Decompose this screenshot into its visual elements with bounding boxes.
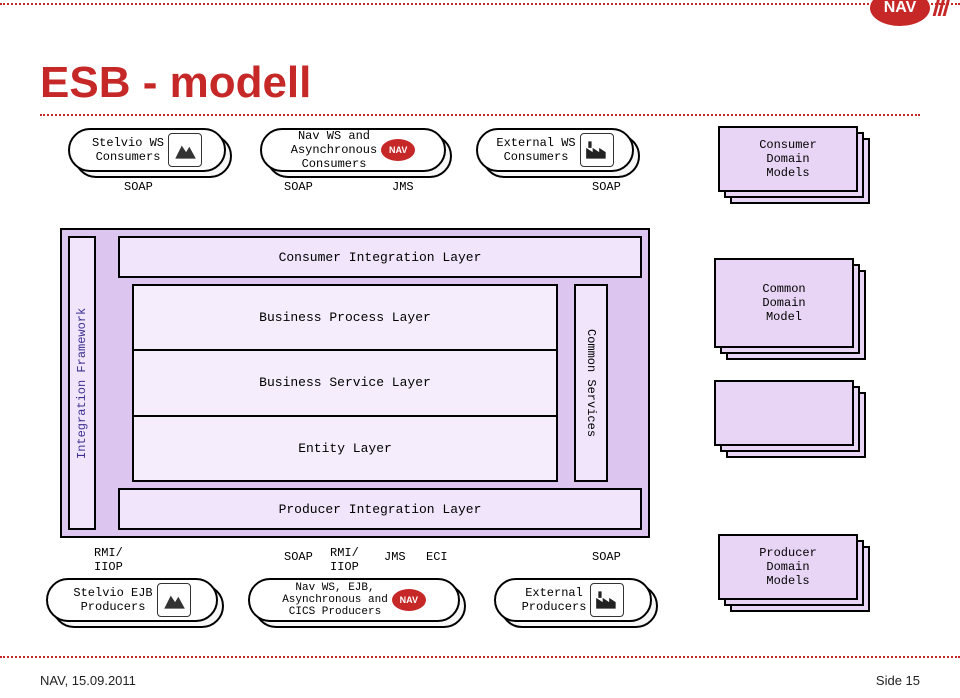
- producer-external-label: External Producers: [522, 586, 587, 614]
- producer-stelvio-label: Stelvio EJB Producers: [73, 586, 152, 614]
- consumer-stelvio: Stelvio WS Consumers: [68, 128, 226, 172]
- protocol-soap: SOAP: [592, 180, 621, 194]
- logo-text: NAV: [884, 0, 917, 17]
- producer-stelvio: Stelvio EJB Producers: [46, 578, 218, 622]
- protocol-soap: SOAP: [284, 180, 313, 194]
- producer-external: External Producers: [494, 578, 652, 622]
- producer-domain-models: Producer Domain Models: [718, 534, 858, 600]
- protocol-jms: JMS: [384, 550, 406, 564]
- footer-left: NAV, 15.09.2011: [40, 673, 136, 688]
- consumer-stelvio-label: Stelvio WS Consumers: [92, 136, 164, 164]
- consumer-nav-label: Nav WS and Asynchronous Consumers: [291, 129, 377, 171]
- consumer-row: Stelvio WS Consumers SOAP Nav WS and Asy…: [30, 128, 930, 192]
- business-service-layer: Business Service Layer: [134, 351, 556, 416]
- factory-icon: [590, 583, 624, 617]
- business-layers: Business Process Layer Business Service …: [132, 284, 558, 482]
- footer: NAV, 15.09.2011 Side 15: [40, 673, 920, 688]
- esb-diagram: Stelvio WS Consumers SOAP Nav WS and Asy…: [30, 128, 930, 638]
- page-top-rule: [0, 3, 960, 5]
- page-bottom-rule: [0, 656, 960, 658]
- integration-block: Integration Framework Consumer Integrati…: [60, 228, 650, 538]
- consumer-domain-models: Consumer Domain Models: [718, 126, 858, 192]
- producer-nav-label: Nav WS, EJB, Asynchronous and CICS Produ…: [282, 582, 388, 618]
- nav-icon: NAV: [392, 583, 426, 617]
- common-services: Common Services: [574, 284, 608, 482]
- nav-icon: NAV: [381, 133, 415, 167]
- protocol-eci: ECI: [426, 550, 448, 564]
- consumer-integration-layer: Consumer Integration Layer: [118, 236, 642, 278]
- extra-domain-stack: [714, 380, 854, 446]
- title-underline: [40, 114, 920, 116]
- protocol-soap: SOAP: [592, 550, 621, 564]
- protocol-rmi-iiop: RMI/ IIOP: [94, 546, 123, 574]
- protocol-jms: JMS: [392, 180, 414, 194]
- consumer-nav: Nav WS and Asynchronous Consumers NAV: [260, 128, 446, 172]
- mountain-icon: [168, 133, 202, 167]
- mountain-icon: [157, 583, 191, 617]
- nav-logo: NAV: [870, 0, 940, 26]
- consumer-external: External WS Consumers: [476, 128, 634, 172]
- producer-nav: Nav WS, EJB, Asynchronous and CICS Produ…: [248, 578, 460, 622]
- entity-layer: Entity Layer: [134, 417, 556, 480]
- protocol-rmi-iiop: RMI/ IIOP: [330, 546, 359, 574]
- business-process-layer: Business Process Layer: [134, 286, 556, 351]
- protocol-soap: SOAP: [284, 550, 313, 564]
- consumer-external-label: External WS Consumers: [496, 136, 575, 164]
- common-domain-model: Common Domain Model: [714, 258, 854, 348]
- integration-framework-label: Integration Framework: [68, 236, 96, 530]
- footer-right: Side 15: [876, 673, 920, 688]
- page-title: ESB - modell: [40, 58, 311, 108]
- factory-icon: [580, 133, 614, 167]
- protocol-soap: SOAP: [124, 180, 153, 194]
- producer-integration-layer: Producer Integration Layer: [118, 488, 642, 530]
